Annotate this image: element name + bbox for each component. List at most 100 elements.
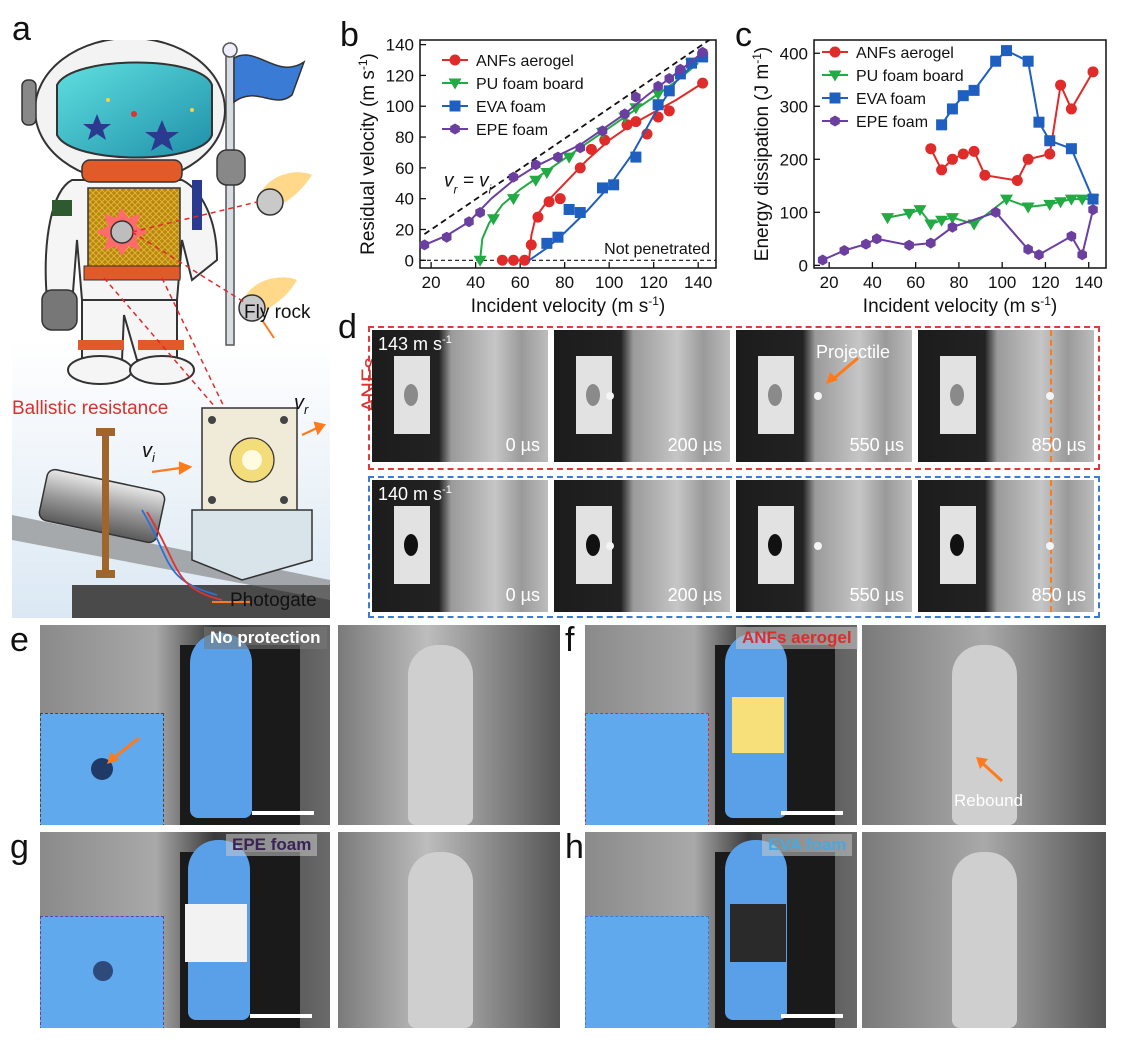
chart-c-svg: 20 40 60 80 100 120 140 0 100 200 300 400 Incident v… bbox=[750, 39, 1107, 317]
data-point bbox=[936, 164, 948, 176]
panel-label-c: c bbox=[735, 16, 752, 54]
legend: ANFs aerogel PU foam board EVA foam EPE foa… bbox=[822, 45, 964, 131]
legend-label: EVA foam bbox=[476, 99, 546, 116]
x-tick-label: 80 bbox=[555, 273, 574, 292]
data-point bbox=[1065, 103, 1077, 115]
data-point bbox=[1033, 116, 1045, 128]
data-point bbox=[1087, 66, 1099, 78]
y-tick-label: 100 bbox=[386, 97, 414, 116]
x-tick-label: 20 bbox=[820, 273, 839, 292]
data-point bbox=[924, 219, 938, 231]
series-eva-foam bbox=[936, 45, 1099, 205]
data-point bbox=[620, 108, 630, 120]
y-axis-label: Energy dissipation (J m-1) bbox=[752, 47, 773, 261]
data-point bbox=[839, 245, 849, 256]
fly-rock-icon bbox=[238, 172, 312, 339]
vr-label: vr bbox=[294, 392, 309, 417]
data-point bbox=[1000, 194, 1014, 206]
series-line bbox=[929, 71, 1094, 182]
data-point bbox=[631, 91, 641, 103]
data-point bbox=[947, 221, 958, 233]
data-point bbox=[585, 143, 597, 155]
panel-label-b: b bbox=[340, 16, 359, 54]
data-point bbox=[881, 213, 895, 225]
photo-h-gray bbox=[862, 832, 1106, 1028]
data-point bbox=[554, 193, 566, 205]
data-point bbox=[552, 231, 564, 243]
impact-hole bbox=[950, 384, 964, 406]
legend-label: PU foam board bbox=[476, 76, 584, 93]
legend-marker bbox=[449, 100, 461, 112]
data-point bbox=[935, 215, 949, 227]
velocity-arrows bbox=[151, 421, 326, 475]
astronaut-icon bbox=[21, 37, 246, 385]
legend-marker bbox=[830, 115, 840, 127]
ballistic-resistance-label: Ballistic resistance bbox=[12, 398, 169, 419]
caption-f: ANFs aerogel bbox=[736, 627, 858, 649]
x-tick-label: 60 bbox=[906, 273, 925, 292]
x-tick-label: 60 bbox=[511, 273, 530, 292]
data-point bbox=[1044, 135, 1056, 147]
y-axis-label: Residual velocity (m s-1) bbox=[358, 53, 379, 255]
impact-hole bbox=[768, 384, 782, 406]
vi-label: vi bbox=[142, 440, 155, 465]
projectile-arrow-icon bbox=[826, 356, 859, 384]
highspeed-frame-eva-4: 850 µs bbox=[918, 480, 1094, 612]
x-tick-label: 140 bbox=[684, 273, 712, 292]
x-tick-label: 80 bbox=[949, 273, 968, 292]
data-point bbox=[475, 207, 485, 218]
caption-e: No protection bbox=[204, 627, 327, 649]
highspeed-frame-eva-1: 0 µs bbox=[372, 480, 548, 612]
data-point bbox=[946, 153, 958, 165]
photo-f-color bbox=[585, 625, 857, 825]
data-point bbox=[1021, 202, 1035, 214]
legend-marker bbox=[449, 54, 461, 66]
data-point bbox=[630, 151, 642, 163]
data-point bbox=[945, 213, 959, 225]
y-tick-label: 120 bbox=[386, 66, 414, 85]
projectile bbox=[1046, 542, 1054, 550]
data-point bbox=[532, 211, 544, 223]
legend-marker bbox=[448, 78, 462, 90]
data-point bbox=[686, 57, 698, 69]
data-point bbox=[968, 84, 980, 96]
y-tick-label: 0 bbox=[799, 256, 808, 275]
frame-time-label: 0 µs bbox=[505, 435, 540, 455]
photo-g-gray bbox=[338, 832, 560, 1028]
row-eva-frame bbox=[368, 476, 1100, 618]
data-point bbox=[653, 80, 663, 92]
panel-label-d: d bbox=[338, 308, 357, 346]
caption-g: EPE foam bbox=[226, 834, 318, 856]
data-point bbox=[529, 175, 543, 187]
data-point bbox=[1064, 194, 1078, 206]
data-point bbox=[872, 233, 882, 245]
data-point bbox=[1066, 230, 1077, 242]
x-tick-label: 40 bbox=[863, 273, 882, 292]
data-point bbox=[663, 105, 675, 117]
x-axis-label: Incident velocity (m s-1) bbox=[471, 294, 665, 317]
y-tick-label: 140 bbox=[386, 36, 414, 55]
data-point bbox=[574, 162, 586, 174]
fit-line bbox=[479, 62, 699, 261]
inset-f bbox=[585, 713, 709, 825]
data-point bbox=[507, 254, 519, 266]
frame-time-label: 0 µs bbox=[505, 585, 540, 605]
photogate-label: Photogate bbox=[230, 590, 317, 611]
inset-e bbox=[40, 713, 164, 825]
legend-label: EPE foam bbox=[856, 114, 928, 131]
chart-c: 20 40 60 80 100 120 140 0 100 200 300 400 Incident v… bbox=[750, 30, 1120, 320]
data-point bbox=[608, 179, 620, 191]
data-point bbox=[486, 214, 500, 226]
data-point bbox=[1022, 55, 1034, 67]
data-point bbox=[1011, 175, 1023, 187]
series-epe-foam bbox=[419, 46, 708, 251]
not-penetrated-label: Not penetrated bbox=[604, 241, 710, 258]
data-point bbox=[904, 239, 914, 251]
x-tick-label: 140 bbox=[1075, 273, 1103, 292]
data-point bbox=[1088, 204, 1098, 216]
chart-b-svg: 20 40 60 80 100 120 140 0 20 40 60 80 100 120 140 Incid… bbox=[356, 36, 717, 317]
legend-label: ANFs aerogel bbox=[476, 53, 574, 70]
data-point bbox=[597, 125, 608, 137]
data-point bbox=[1034, 249, 1044, 261]
panel-label-e: e bbox=[10, 621, 29, 659]
